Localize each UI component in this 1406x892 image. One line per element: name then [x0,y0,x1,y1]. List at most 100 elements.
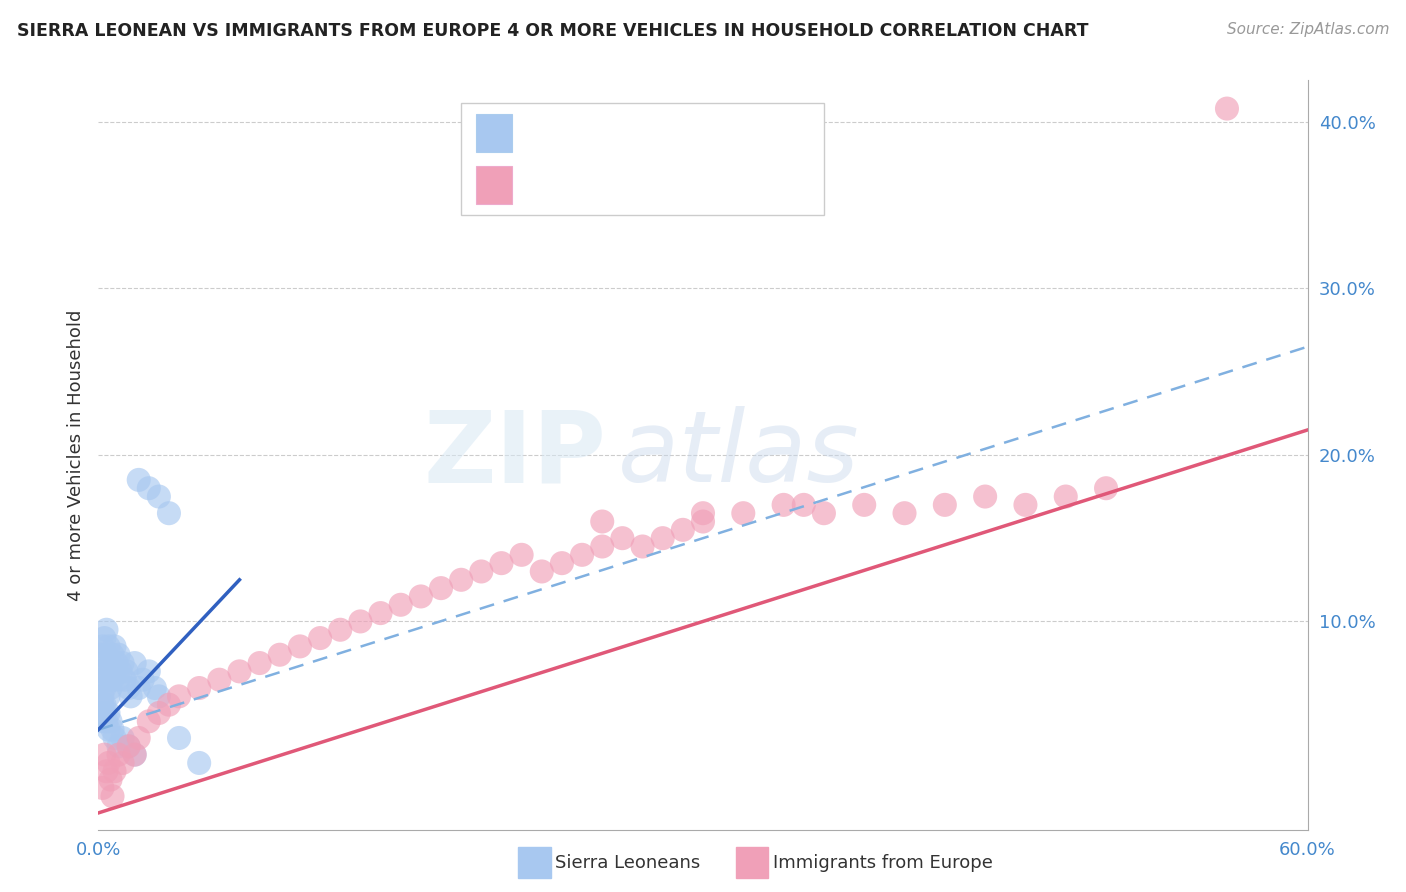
Point [89,648,111,662]
Point [101,789,124,804]
Point [93,681,115,695]
Point [93,656,115,670]
Point [115,665,138,679]
Point [132,673,155,687]
Point [813,506,835,520]
Point [107,673,129,687]
Point [128,473,150,487]
Point [430,581,453,595]
Point [96,673,118,687]
Point [118,739,141,754]
Point [96,648,118,662]
Point [974,490,997,504]
Text: ZIP: ZIP [423,407,606,503]
Point [96,714,118,729]
Text: Immigrants from Europe: Immigrants from Europe [773,855,993,872]
Point [143,681,166,695]
Point [111,731,134,745]
Point [288,640,311,654]
Text: atlas: atlas [619,407,860,503]
Point [97,723,120,737]
Point [124,656,146,670]
Point [157,698,180,712]
Point [103,764,125,779]
Point [530,565,553,579]
Point [101,723,124,737]
Point [100,656,122,670]
Point [97,665,120,679]
Point [692,515,714,529]
Point [124,747,146,762]
Point [188,681,211,695]
Y-axis label: 4 or more Vehicles in Household: 4 or more Vehicles in Household [66,310,84,600]
Point [97,690,120,704]
Text: SIERRA LEONEAN VS IMMIGRANTS FROM EUROPE 4 OR MORE VEHICLES IN HOUSEHOLD CORRELA: SIERRA LEONEAN VS IMMIGRANTS FROM EUROPE… [17,22,1088,40]
Point [249,656,271,670]
Point [107,747,129,762]
Point [97,706,120,720]
Point [89,706,111,720]
Point [893,506,915,520]
Point [409,590,432,604]
Point [96,764,118,779]
Point [167,690,190,704]
Point [148,490,170,504]
Point [551,556,574,570]
Text: Source: ZipAtlas.com: Source: ZipAtlas.com [1226,22,1389,37]
Point [491,556,513,570]
Point [1095,481,1118,495]
Point [93,631,115,645]
Point [111,756,134,770]
Point [101,673,124,687]
Point [733,506,755,520]
Point [510,548,533,562]
Point [329,623,352,637]
Point [793,498,815,512]
Point [91,698,114,712]
Point [91,640,114,654]
Point [91,665,114,679]
Point [91,780,114,795]
Point [100,714,122,729]
Point [138,714,160,729]
Point [349,615,371,629]
Point [470,565,492,579]
Point [450,573,472,587]
Point [100,681,122,695]
Point [672,523,695,537]
Point [148,706,170,720]
Point [110,665,132,679]
Point [138,665,160,679]
Point [309,631,332,645]
Point [103,665,125,679]
Text: Sierra Leoneans: Sierra Leoneans [555,855,700,872]
Point [631,540,654,554]
Point [114,673,136,687]
Point [101,648,124,662]
Point [91,690,114,704]
Point [208,673,231,687]
Point [853,498,876,512]
Point [128,681,150,695]
Point [93,747,115,762]
Point [370,606,392,620]
Point [1216,102,1239,116]
Point [97,640,120,654]
Point [118,739,141,754]
Point [97,756,120,770]
Point [93,706,115,720]
Point [591,540,613,554]
Point [1014,498,1036,512]
Point [228,665,250,679]
Point [124,747,146,762]
Point [934,498,956,512]
Point [612,531,634,545]
Point [148,690,170,704]
Point [103,731,125,745]
Point [107,648,129,662]
Point [128,731,150,745]
Point [91,714,114,729]
Point [89,673,111,687]
Point [93,698,115,712]
Point [105,656,128,670]
